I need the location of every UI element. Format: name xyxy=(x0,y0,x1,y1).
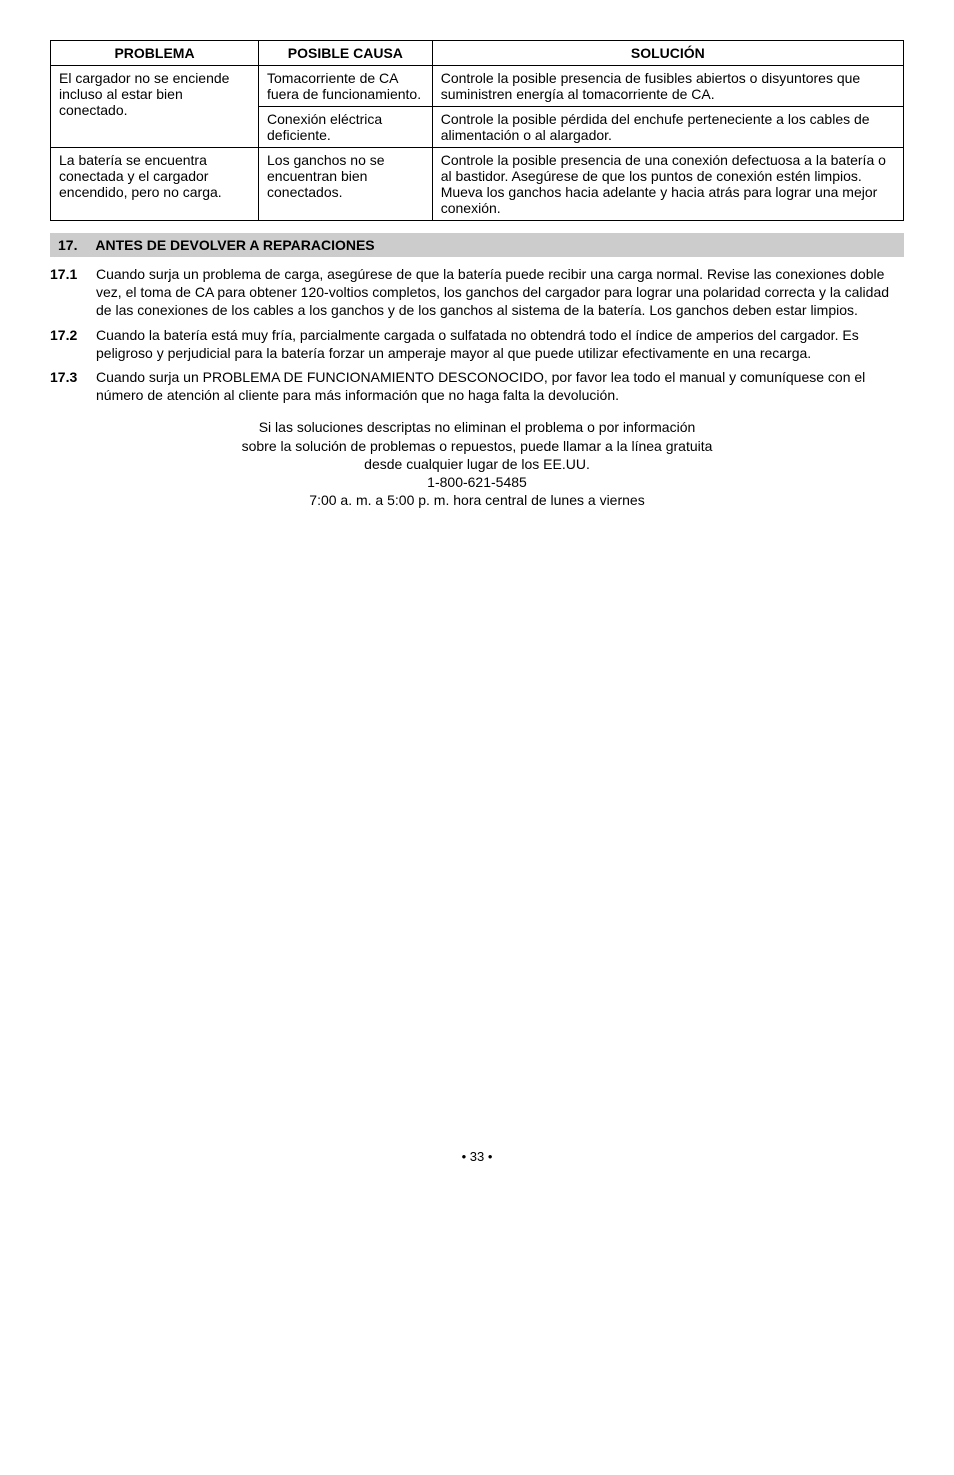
col-causa: POSIBLE CAUSA xyxy=(259,41,433,66)
item-text: Cuando surja un problema de carga, asegú… xyxy=(96,265,904,320)
list-item: 17.3 Cuando surja un PROBLEMA DE FUNCION… xyxy=(50,368,904,404)
item-num: 17.3 xyxy=(50,368,96,404)
contact-phone: 1-800-621-5485 xyxy=(50,473,904,491)
contact-line: sobre la solución de problemas o repuest… xyxy=(50,437,904,455)
contact-info: Si las soluciones descriptas no eliminan… xyxy=(50,418,904,509)
cell-solucion: Controle la posible pérdida del enchufe … xyxy=(432,107,903,148)
list-item: 17.2 Cuando la batería está muy fría, pa… xyxy=(50,326,904,362)
contact-line: desde cualquier lugar de los EE.UU. xyxy=(50,455,904,473)
table-row: El cargador no se enciende incluso al es… xyxy=(51,66,904,107)
troubleshooting-table: PROBLEMA POSIBLE CAUSA SOLUCIÓN El carga… xyxy=(50,40,904,221)
cell-causa: Los ganchos no se encuentran bien conect… xyxy=(259,148,433,221)
section-title: ANTES DE DEVOLVER A REPARACIONES xyxy=(95,237,374,253)
list-item: 17.1 Cuando surja un problema de carga, … xyxy=(50,265,904,320)
item-num: 17.2 xyxy=(50,326,96,362)
table-row: La batería se encuentra conectada y el c… xyxy=(51,148,904,221)
item-text: Cuando surja un PROBLEMA DE FUNCIONAMIEN… xyxy=(96,368,904,404)
cell-solucion: Controle la posible presencia de una con… xyxy=(432,148,903,221)
page-number: • 33 • xyxy=(50,1149,904,1164)
item-num: 17.1 xyxy=(50,265,96,320)
section-header: 17. ANTES DE DEVOLVER A REPARACIONES xyxy=(50,233,904,257)
cell-solucion: Controle la posible presencia de fusible… xyxy=(432,66,903,107)
cell-causa: Conexión eléctrica deficiente. xyxy=(259,107,433,148)
section-num: 17. xyxy=(58,237,92,253)
cell-problema: La batería se encuentra conectada y el c… xyxy=(51,148,259,221)
col-solucion: SOLUCIÓN xyxy=(432,41,903,66)
col-problema: PROBLEMA xyxy=(51,41,259,66)
item-text: Cuando la batería está muy fría, parcial… xyxy=(96,326,904,362)
contact-hours: 7:00 a. m. a 5:00 p. m. hora central de … xyxy=(50,491,904,509)
cell-problema: El cargador no se enciende incluso al es… xyxy=(51,66,259,148)
contact-line: Si las soluciones descriptas no eliminan… xyxy=(50,418,904,436)
cell-causa: Tomacorriente de CA fuera de funcionamie… xyxy=(259,66,433,107)
